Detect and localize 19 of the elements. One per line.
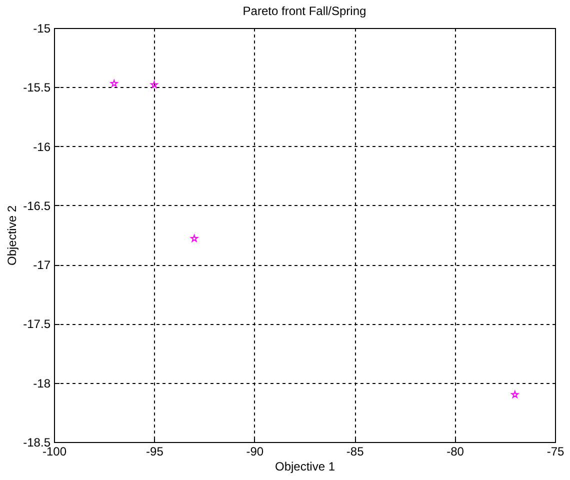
y-tick-label: -17.5 xyxy=(23,317,51,332)
x-tick-label: -85 xyxy=(346,444,364,458)
x-tick-label: -75 xyxy=(546,444,564,458)
point xyxy=(511,390,519,398)
y-tick-label: -16 xyxy=(33,140,51,154)
chart-title: Pareto front Fall/Spring xyxy=(242,4,366,18)
point xyxy=(110,80,118,87)
y-axis-title: Objective 2 xyxy=(5,205,20,266)
y-tick-label: -16.5 xyxy=(23,198,51,213)
y-tick-label: -17 xyxy=(33,258,51,272)
point xyxy=(190,234,198,242)
x-tick-label: -80 xyxy=(446,444,464,458)
y-tick-label: -15 xyxy=(33,22,51,36)
x-tick-label: -95 xyxy=(146,444,164,458)
x-axis-title: Objective 1 xyxy=(274,460,336,474)
y-tick-label: -15.5 xyxy=(23,80,51,95)
y-tick-label: -18 xyxy=(33,376,51,390)
point xyxy=(150,80,158,88)
x-tick-label: -90 xyxy=(246,444,264,458)
